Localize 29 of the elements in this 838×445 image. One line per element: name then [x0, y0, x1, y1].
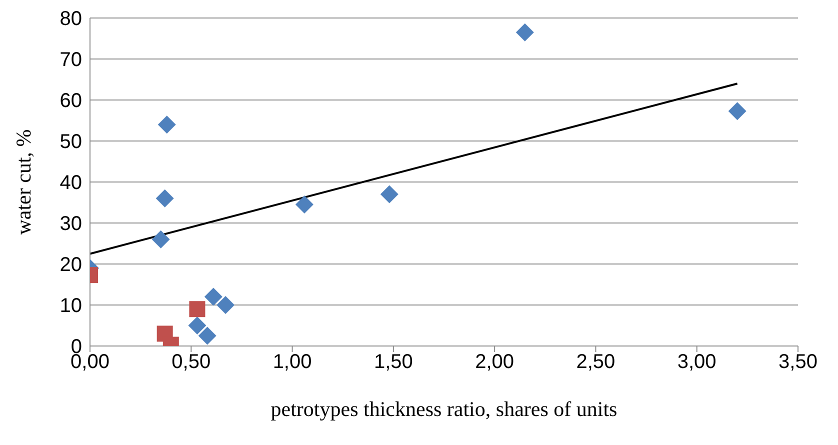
point	[198, 326, 216, 345]
point	[516, 23, 534, 42]
y-tick-label: 60	[60, 90, 82, 112]
y-tick-label: 30	[60, 213, 82, 236]
y-tick-label: 70	[60, 49, 82, 72]
point	[189, 301, 206, 318]
x-tick-label: 2,50	[576, 351, 616, 374]
x-tick-label: 3,50	[778, 351, 818, 374]
y-tick-label: 20	[60, 254, 82, 276]
point	[158, 116, 176, 134]
point	[295, 196, 314, 214]
y-tick-label: 50	[60, 131, 82, 154]
point	[152, 230, 170, 248]
point	[728, 102, 746, 120]
y-tick-label: 10	[60, 295, 82, 318]
x-axis-title: petrotypes thickness ratio, shares of units	[270, 397, 618, 421]
x-tick-label: 0,50	[172, 351, 211, 374]
point	[156, 189, 174, 208]
x-tick-label: 1,50	[374, 351, 413, 374]
y-tick-label: 40	[60, 172, 82, 194]
point	[204, 288, 222, 306]
x-tick-label: 2,00	[475, 351, 514, 374]
point	[380, 185, 398, 204]
y-axis-title: water cut, %	[11, 129, 36, 235]
x-tick-label: 1,00	[272, 351, 312, 374]
point	[216, 296, 235, 314]
point	[188, 316, 206, 334]
x-tick-label: 3,00	[677, 351, 716, 374]
y-tick-label: 80	[60, 8, 82, 30]
